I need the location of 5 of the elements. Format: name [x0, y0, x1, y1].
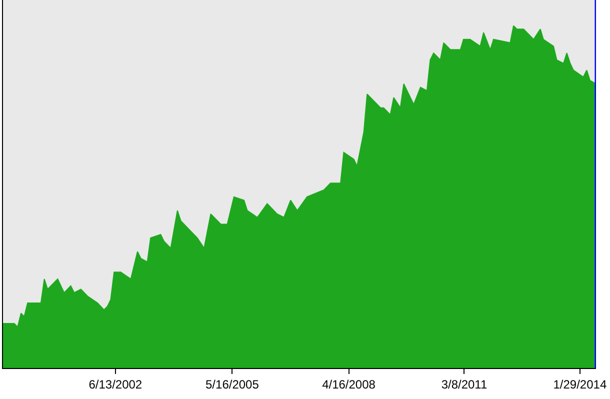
x-tick-label: 6/13/2002: [88, 377, 142, 392]
x-tick-label: 1/29/2014: [553, 377, 607, 392]
x-tick-label: 5/16/2005: [206, 377, 260, 392]
x-tick-label: 3/8/2011: [441, 377, 488, 392]
x-tick-label: 4/16/2008: [322, 377, 376, 392]
